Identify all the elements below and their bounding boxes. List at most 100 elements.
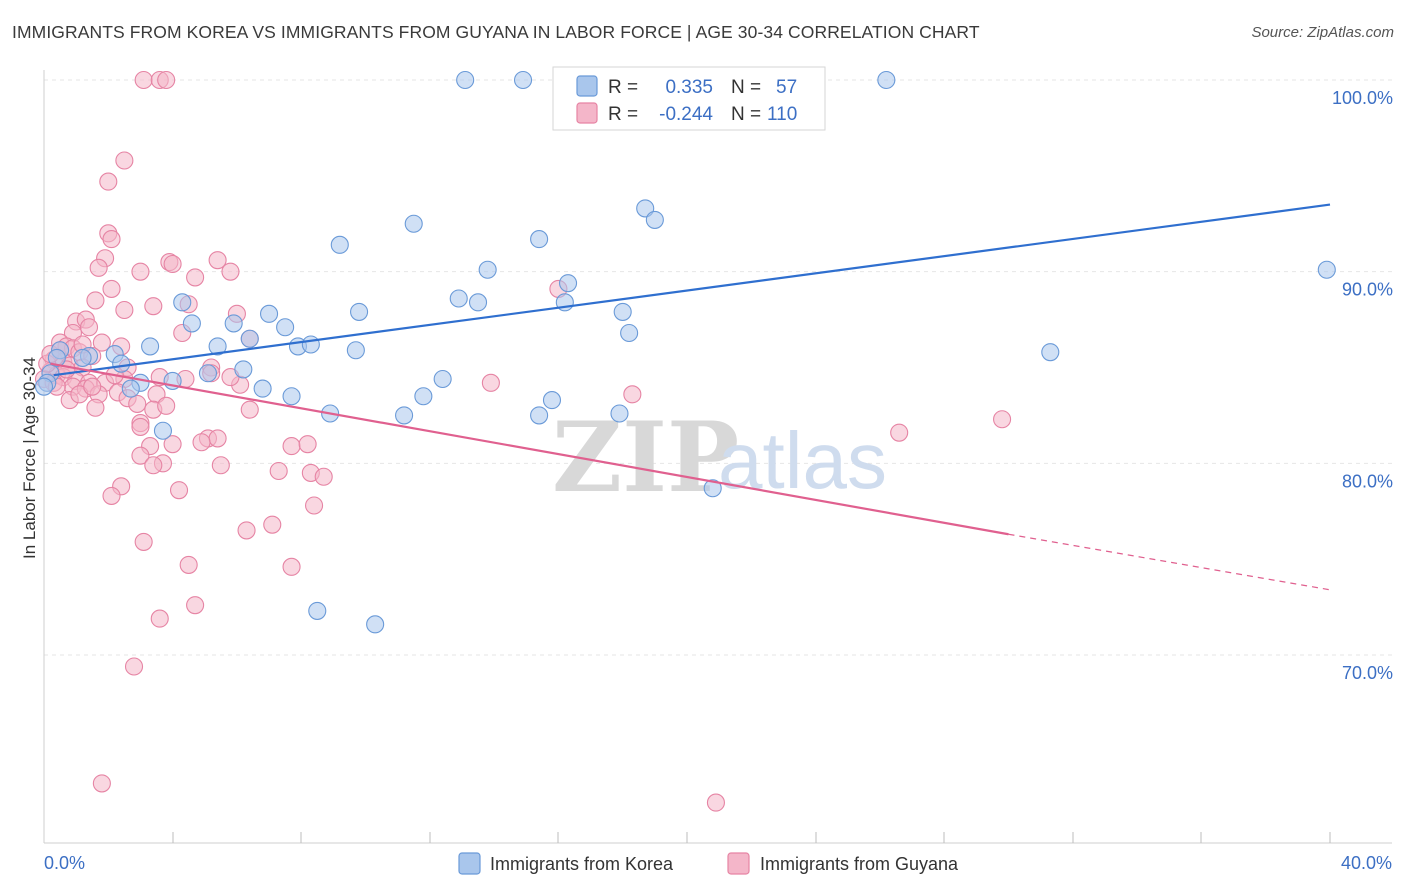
bottom-legend-korea-label: Immigrants from Korea — [490, 854, 674, 874]
guyana-point — [305, 496, 324, 515]
guyana-point — [99, 172, 118, 191]
guyana-point — [128, 394, 147, 413]
legend-guyana-r-value: -0.244 — [659, 104, 713, 125]
korea-point — [308, 601, 327, 620]
guyana-point — [269, 461, 288, 481]
korea-point — [530, 406, 549, 425]
korea-point — [468, 293, 488, 312]
korea-point — [198, 364, 218, 383]
trend-lines — [50, 203, 1331, 591]
legend-korea-n-value: 57 — [776, 77, 797, 98]
korea-point — [645, 210, 664, 229]
guyana-point — [115, 300, 134, 320]
korea-point — [276, 318, 295, 337]
guyana-point — [131, 446, 150, 465]
guyana-point — [208, 251, 227, 270]
legend-guyana-n-label: N = — [731, 104, 761, 125]
bottom-legend-korea-swatch — [458, 852, 481, 875]
guyana-point — [92, 333, 111, 352]
korea-point — [558, 274, 578, 293]
x-tick-label-max: 40.0% — [1341, 853, 1392, 873]
y-tick-label: 90.0% — [1342, 280, 1393, 300]
guyana-point — [706, 793, 725, 812]
guyana-point — [144, 456, 163, 475]
legend-frame — [552, 66, 826, 131]
korea-point — [414, 387, 433, 406]
guyana-point — [157, 396, 176, 415]
korea-point — [449, 289, 468, 308]
watermark-atlas: atlas — [718, 416, 887, 505]
guyana-point — [263, 515, 282, 534]
legend-korea-r-label: R = — [608, 77, 638, 98]
y-tick-label: 100.0% — [1332, 88, 1393, 108]
korea-point — [208, 337, 227, 356]
korea-point — [73, 348, 92, 367]
bottom-legend: Immigrants from Korea Immigrants from Gu… — [458, 852, 959, 875]
korea-point — [1041, 343, 1060, 362]
korea-point — [346, 341, 365, 360]
source-credit: Source: ZipAtlas.com — [1251, 24, 1394, 41]
guyana-trend-line — [50, 362, 1009, 536]
korea-point — [613, 302, 632, 321]
guyana-point — [314, 467, 333, 486]
korea-point — [240, 329, 259, 348]
guyana-point — [221, 262, 240, 281]
guyana-point — [208, 429, 227, 448]
legend-box: R = 0.335 N = 57 R = -0.244 N = 110 — [552, 66, 826, 131]
guyana-point — [134, 532, 153, 551]
y-tick-label: 80.0% — [1342, 471, 1393, 491]
korea-point — [404, 214, 423, 233]
legend-guyana-n-value: 110 — [767, 104, 797, 125]
korea-point — [259, 304, 279, 323]
guyana-point — [86, 398, 105, 417]
guyana-point — [134, 70, 153, 90]
korea-point — [395, 406, 414, 425]
korea-trend-line — [53, 203, 1331, 377]
guyana-point — [192, 433, 211, 452]
guyana-point — [150, 609, 169, 628]
korea-point — [542, 391, 562, 410]
guyana-point — [115, 151, 134, 170]
chart-title: IMMIGRANTS FROM KOREA VS IMMIGRANTS FROM… — [12, 22, 980, 42]
guyana-point — [282, 557, 301, 576]
x-axis-ticks — [172, 832, 1331, 843]
korea-point — [34, 377, 54, 396]
guyana-point — [163, 435, 182, 454]
legend-guyana-swatch — [576, 102, 598, 124]
guyana-point — [163, 254, 182, 274]
guyana-point — [131, 262, 150, 281]
legend-korea-r-value: 0.335 — [665, 77, 713, 98]
guyana-point — [86, 291, 105, 310]
guyana-point — [186, 268, 205, 287]
guyana-point — [211, 456, 230, 475]
legend-korea-n-label: N = — [731, 77, 761, 98]
korea-point — [530, 230, 549, 249]
guyana-point — [79, 318, 99, 337]
guyana-point — [89, 258, 108, 277]
korea-point — [47, 348, 66, 367]
guyana-point — [157, 70, 176, 90]
korea-point — [121, 379, 140, 398]
korea-point — [1317, 260, 1336, 279]
guyana-point — [186, 596, 205, 615]
korea-point — [330, 235, 349, 254]
guyana-point — [92, 774, 111, 793]
bottom-legend-guyana-swatch — [727, 852, 750, 875]
korea-point — [224, 314, 243, 333]
y-tick-labels: 100.0% 90.0% 80.0% 70.0% — [1332, 88, 1393, 683]
guyana-point — [623, 385, 642, 404]
korea-point — [182, 314, 201, 333]
korea-point — [234, 360, 253, 379]
korea-point — [173, 293, 192, 312]
korea-point — [610, 404, 629, 423]
korea-point — [350, 302, 369, 321]
y-tick-label: 70.0% — [1342, 663, 1393, 683]
guyana-point — [481, 373, 500, 392]
legend-guyana-r-label: R = — [608, 104, 638, 125]
guyana-point — [131, 417, 150, 436]
korea-point — [478, 260, 497, 279]
korea-point — [253, 379, 272, 398]
guyana-point — [102, 230, 121, 249]
korea-point — [153, 421, 173, 440]
